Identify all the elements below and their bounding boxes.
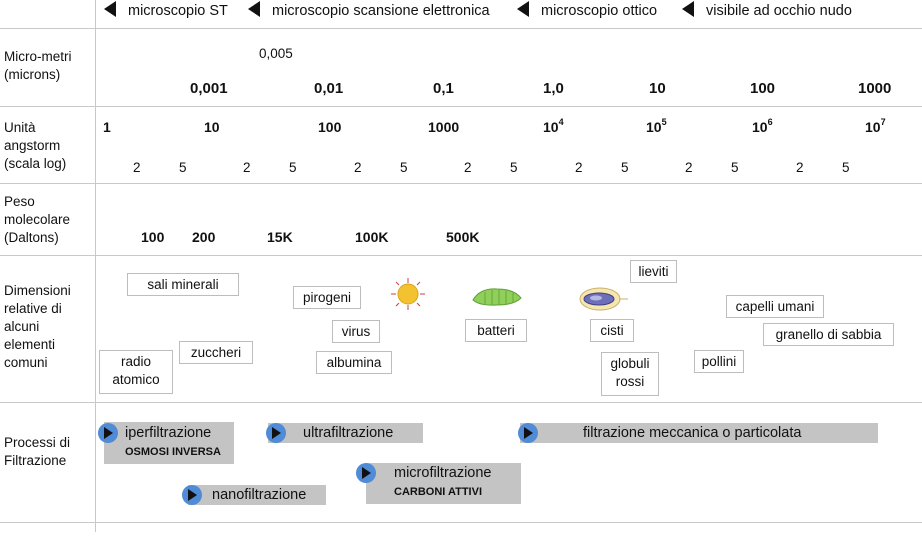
row-label-dimensioni: Dimensioni relative di alcuni elementi c…	[4, 283, 71, 370]
bar-filtrazione-meccanica	[520, 423, 878, 443]
micron-value: 100	[750, 80, 776, 97]
micron-value: 10	[649, 80, 666, 97]
element-capelli-umani: capelli umani	[726, 295, 824, 318]
micron-value: 0,005	[259, 46, 293, 61]
angstrom-minor: 5	[731, 160, 739, 175]
dalton-value: 100	[141, 229, 165, 245]
dalton-value: 500K	[446, 229, 480, 245]
row-label-micrometri: Micro-metri (microns)	[4, 49, 72, 82]
arrow-left-icon	[104, 1, 116, 18]
angstrom-minor: 2	[685, 160, 693, 175]
process-filtrazione-meccanica: filtrazione meccanica o particolata	[583, 425, 802, 441]
angstrom-minor: 2	[133, 160, 141, 175]
angstrom-value: 100	[318, 119, 342, 135]
element-zuccheri: zuccheri	[179, 341, 253, 364]
angstrom-value: 105	[646, 117, 667, 135]
element-sali-minerali: sali minerali	[127, 273, 239, 296]
angstrom-minor: 5	[400, 160, 408, 175]
row-divider	[0, 28, 922, 29]
dalton-value: 200	[192, 229, 216, 245]
dalton-value: 100K	[355, 229, 389, 245]
process-nanofiltrazione: nanofiltrazione	[212, 487, 307, 503]
angstrom-minor: 5	[179, 160, 187, 175]
micron-value: 0,01	[314, 80, 344, 97]
micron-value: 1,0	[543, 80, 564, 97]
bacteria-icon	[472, 288, 522, 306]
play-icon[interactable]	[182, 485, 202, 505]
row-divider	[0, 106, 922, 107]
arrow-left-icon	[682, 1, 694, 18]
micron-value: 0,001	[190, 80, 228, 97]
angstrom-value: 1000	[428, 119, 460, 135]
element-pollini: pollini	[694, 350, 744, 373]
play-icon[interactable]	[518, 423, 538, 443]
angstrom-minor: 2	[575, 160, 583, 175]
angstrom-minor: 2	[354, 160, 362, 175]
row-label-peso: Peso molecolare (Daltons)	[4, 194, 71, 245]
play-icon[interactable]	[266, 423, 286, 443]
element-albumina: albumina	[316, 351, 392, 374]
process-carboni-attivi: CARBONI ATTIVI	[394, 486, 482, 498]
angstrom-value: 107	[865, 117, 886, 135]
angstrom-minor: 5	[621, 160, 629, 175]
bar-iperfiltrazione	[104, 422, 234, 464]
angstrom-value: 10	[204, 119, 220, 135]
element-cisti: cisti	[590, 319, 634, 342]
pyrogen-sun-icon	[391, 278, 425, 310]
vertical-divider	[95, 0, 96, 532]
angstrom-value: 1	[103, 119, 111, 135]
angstrom-minor: 2	[796, 160, 804, 175]
angstrom-value: 104	[543, 117, 564, 135]
angstrom-minor: 2	[464, 160, 472, 175]
process-osmosi-inversa: OSMOSI INVERSA	[125, 446, 221, 458]
micron-value: 0,1	[433, 80, 454, 97]
angstrom-value: 106	[752, 117, 773, 135]
dalton-value: 15K	[267, 229, 293, 245]
row-divider	[0, 183, 922, 184]
element-virus: virus	[332, 320, 380, 343]
element-lieviti: lieviti	[630, 260, 677, 283]
angstrom-minor: 5	[510, 160, 518, 175]
arrow-left-icon	[517, 1, 529, 18]
process-microfiltrazione: microfiltrazione	[394, 465, 492, 481]
play-icon[interactable]	[98, 423, 118, 443]
process-ultrafiltrazione: ultrafiltrazione	[303, 425, 394, 441]
element-granello-di-sabbia: granello di sabbia	[763, 323, 894, 346]
element-globuli-rossi: globuli rossi	[601, 352, 659, 396]
bar-ultrafiltrazione	[268, 423, 423, 443]
row-label-angstrom: Unità angstorm (scala log)	[4, 120, 67, 171]
scope-sem: microscopio scansione elettronica	[248, 0, 490, 22]
angstrom-minor: 2	[243, 160, 251, 175]
scope-st: microscopio ST	[104, 0, 228, 22]
angstrom-minor: 5	[289, 160, 297, 175]
bar-nanofiltrazione	[188, 485, 326, 505]
play-icon[interactable]	[356, 463, 376, 483]
micron-value: 1000	[858, 80, 892, 97]
process-iperfiltrazione: iperfiltrazione	[125, 425, 212, 441]
element-pirogeni: pirogeni	[293, 286, 361, 309]
arrow-left-icon	[248, 1, 260, 18]
element-batteri: batteri	[465, 319, 527, 342]
bar-microfiltrazione	[366, 463, 521, 504]
element-radio-atomico: radio atomico	[99, 350, 173, 394]
row-divider	[0, 255, 922, 256]
row-divider	[0, 522, 922, 523]
scope-optical: microscopio ottico	[517, 0, 657, 22]
angstrom-minor: 5	[842, 160, 850, 175]
row-label-processi: Processi di Filtrazione	[4, 435, 71, 468]
row-divider	[0, 402, 922, 403]
cyst-icon	[579, 287, 628, 311]
scope-naked-eye: visibile ad occhio nudo	[682, 0, 852, 22]
